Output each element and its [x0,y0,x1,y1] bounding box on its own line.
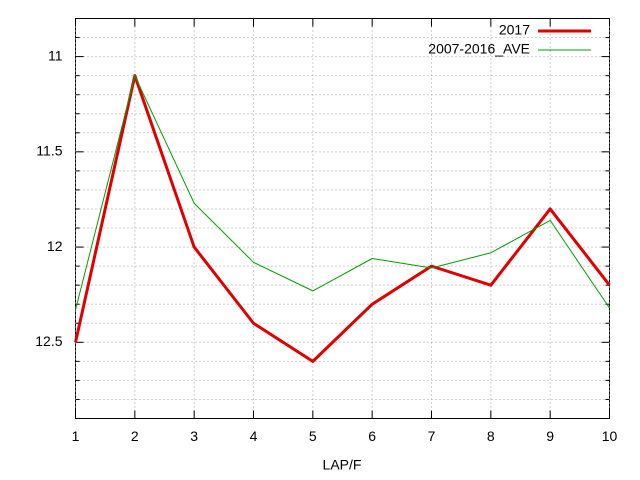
series-line [74,74,611,363]
x-tick-label: 10 [602,428,618,444]
y-tick-label: 12 [47,238,63,254]
x-tick-label: 7 [428,428,436,444]
x-tick-label: 9 [546,428,554,444]
x-axis-label: LAP/F [323,457,362,473]
x-tick-label: 5 [309,428,317,444]
y-tick-label: 11 [48,47,63,63]
plot-frame [75,18,610,419]
series-line [75,75,610,311]
legend-label: 2007-2016_AVE [428,41,530,57]
y-tick-label: 12.5 [35,333,62,349]
x-tick-label: 2 [131,428,139,444]
x-tick-label: 3 [190,428,198,444]
y-tick-label: 11.5 [36,143,62,159]
x-tick-label: 8 [487,428,495,444]
legend-label: 2017 [499,22,530,38]
x-tick-label: 4 [250,428,258,444]
x-tick-label: 1 [72,428,80,444]
x-tick-label: 6 [368,428,376,444]
